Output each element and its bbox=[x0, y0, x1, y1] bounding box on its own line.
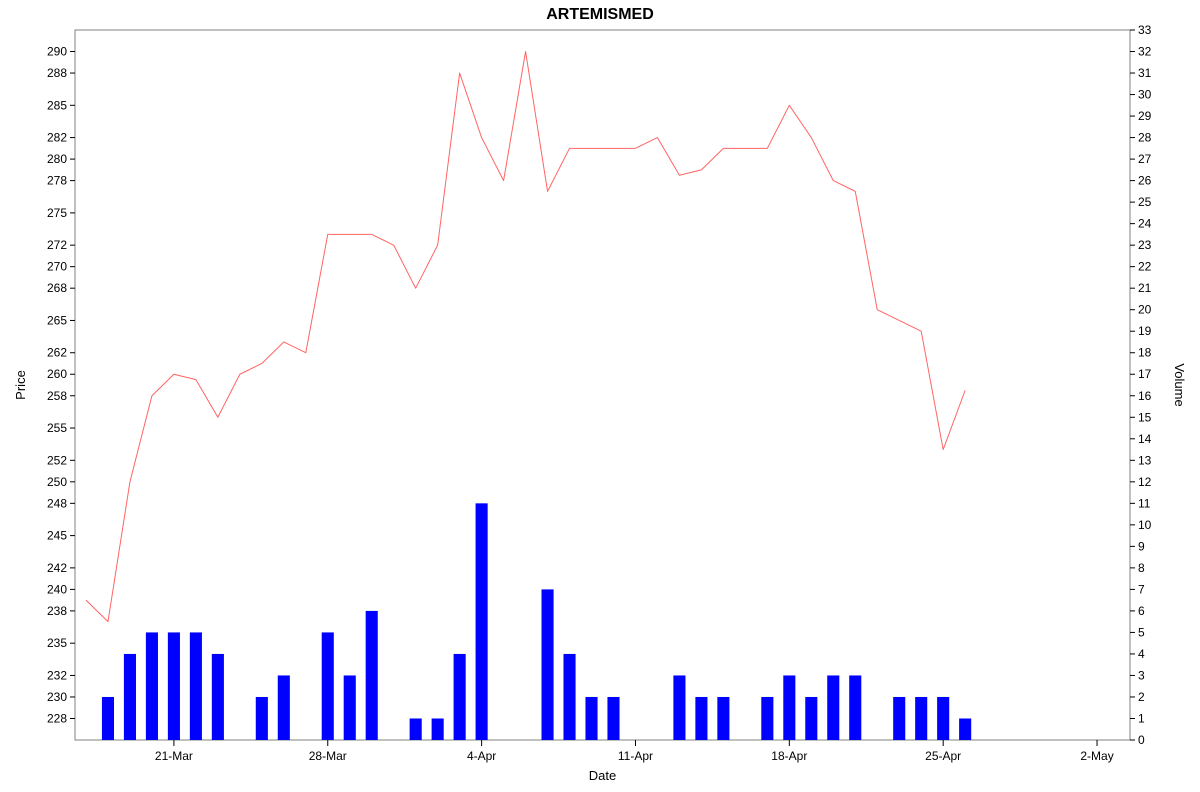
svg-text:4-Apr: 4-Apr bbox=[467, 749, 496, 763]
svg-text:242: 242 bbox=[47, 561, 67, 575]
svg-text:10: 10 bbox=[1138, 518, 1152, 532]
svg-text:265: 265 bbox=[47, 313, 67, 327]
chart-container: ARTEMISMED 22823023223523824024224524825… bbox=[0, 0, 1200, 792]
svg-text:238: 238 bbox=[47, 604, 67, 618]
svg-text:2: 2 bbox=[1138, 690, 1145, 704]
svg-text:28: 28 bbox=[1138, 131, 1152, 145]
price-volume-chart: 2282302322352382402422452482502522552582… bbox=[0, 0, 1200, 792]
svg-text:21: 21 bbox=[1138, 281, 1152, 295]
svg-text:240: 240 bbox=[47, 582, 67, 596]
svg-text:260: 260 bbox=[47, 367, 67, 381]
svg-text:232: 232 bbox=[47, 668, 67, 682]
svg-text:28-Mar: 28-Mar bbox=[309, 749, 347, 763]
chart-title: ARTEMISMED bbox=[0, 6, 1200, 24]
svg-text:Volume: Volume bbox=[1172, 363, 1187, 406]
svg-text:0: 0 bbox=[1138, 733, 1145, 747]
svg-text:12: 12 bbox=[1138, 475, 1152, 489]
svg-text:228: 228 bbox=[47, 711, 67, 725]
svg-text:Price: Price bbox=[13, 370, 28, 400]
svg-text:285: 285 bbox=[47, 98, 67, 112]
svg-text:252: 252 bbox=[47, 453, 67, 467]
svg-text:235: 235 bbox=[47, 636, 67, 650]
svg-text:19: 19 bbox=[1138, 324, 1152, 338]
svg-text:270: 270 bbox=[47, 260, 67, 274]
svg-text:18-Apr: 18-Apr bbox=[771, 749, 807, 763]
svg-text:18: 18 bbox=[1138, 346, 1152, 360]
svg-text:17: 17 bbox=[1138, 367, 1152, 381]
svg-text:3: 3 bbox=[1138, 668, 1145, 682]
svg-text:25-Apr: 25-Apr bbox=[925, 749, 961, 763]
svg-text:22: 22 bbox=[1138, 260, 1152, 274]
svg-text:32: 32 bbox=[1138, 45, 1152, 59]
svg-text:23: 23 bbox=[1138, 238, 1152, 252]
svg-text:258: 258 bbox=[47, 389, 67, 403]
svg-text:9: 9 bbox=[1138, 539, 1145, 553]
svg-text:14: 14 bbox=[1138, 432, 1152, 446]
svg-text:13: 13 bbox=[1138, 453, 1152, 467]
svg-text:268: 268 bbox=[47, 281, 67, 295]
svg-text:4: 4 bbox=[1138, 647, 1145, 661]
svg-text:1: 1 bbox=[1138, 711, 1145, 725]
svg-text:24: 24 bbox=[1138, 217, 1152, 231]
svg-text:15: 15 bbox=[1138, 410, 1152, 424]
svg-text:26: 26 bbox=[1138, 174, 1152, 188]
svg-text:7: 7 bbox=[1138, 582, 1145, 596]
svg-text:290: 290 bbox=[47, 45, 67, 59]
svg-text:11-Apr: 11-Apr bbox=[618, 749, 653, 763]
svg-text:2-May: 2-May bbox=[1080, 749, 1113, 763]
svg-text:255: 255 bbox=[47, 421, 67, 435]
svg-text:11: 11 bbox=[1138, 496, 1151, 510]
svg-text:5: 5 bbox=[1138, 625, 1145, 639]
svg-text:6: 6 bbox=[1138, 604, 1145, 618]
svg-text:262: 262 bbox=[47, 346, 67, 360]
svg-text:248: 248 bbox=[47, 496, 67, 510]
svg-text:278: 278 bbox=[47, 174, 67, 188]
svg-text:27: 27 bbox=[1138, 152, 1152, 166]
svg-text:8: 8 bbox=[1138, 561, 1145, 575]
svg-text:288: 288 bbox=[47, 66, 67, 80]
svg-text:250: 250 bbox=[47, 475, 67, 489]
svg-text:272: 272 bbox=[47, 238, 67, 252]
svg-text:25: 25 bbox=[1138, 195, 1152, 209]
svg-text:230: 230 bbox=[47, 690, 67, 704]
svg-text:29: 29 bbox=[1138, 109, 1152, 123]
svg-text:280: 280 bbox=[47, 152, 67, 166]
svg-text:Date: Date bbox=[589, 768, 616, 783]
svg-text:245: 245 bbox=[47, 529, 67, 543]
svg-text:21-Mar: 21-Mar bbox=[155, 749, 193, 763]
svg-text:31: 31 bbox=[1138, 66, 1152, 80]
svg-text:282: 282 bbox=[47, 131, 67, 145]
svg-text:20: 20 bbox=[1138, 303, 1152, 317]
svg-text:16: 16 bbox=[1138, 389, 1152, 403]
svg-text:30: 30 bbox=[1138, 88, 1152, 102]
svg-text:275: 275 bbox=[47, 206, 67, 220]
svg-text:33: 33 bbox=[1138, 23, 1152, 37]
